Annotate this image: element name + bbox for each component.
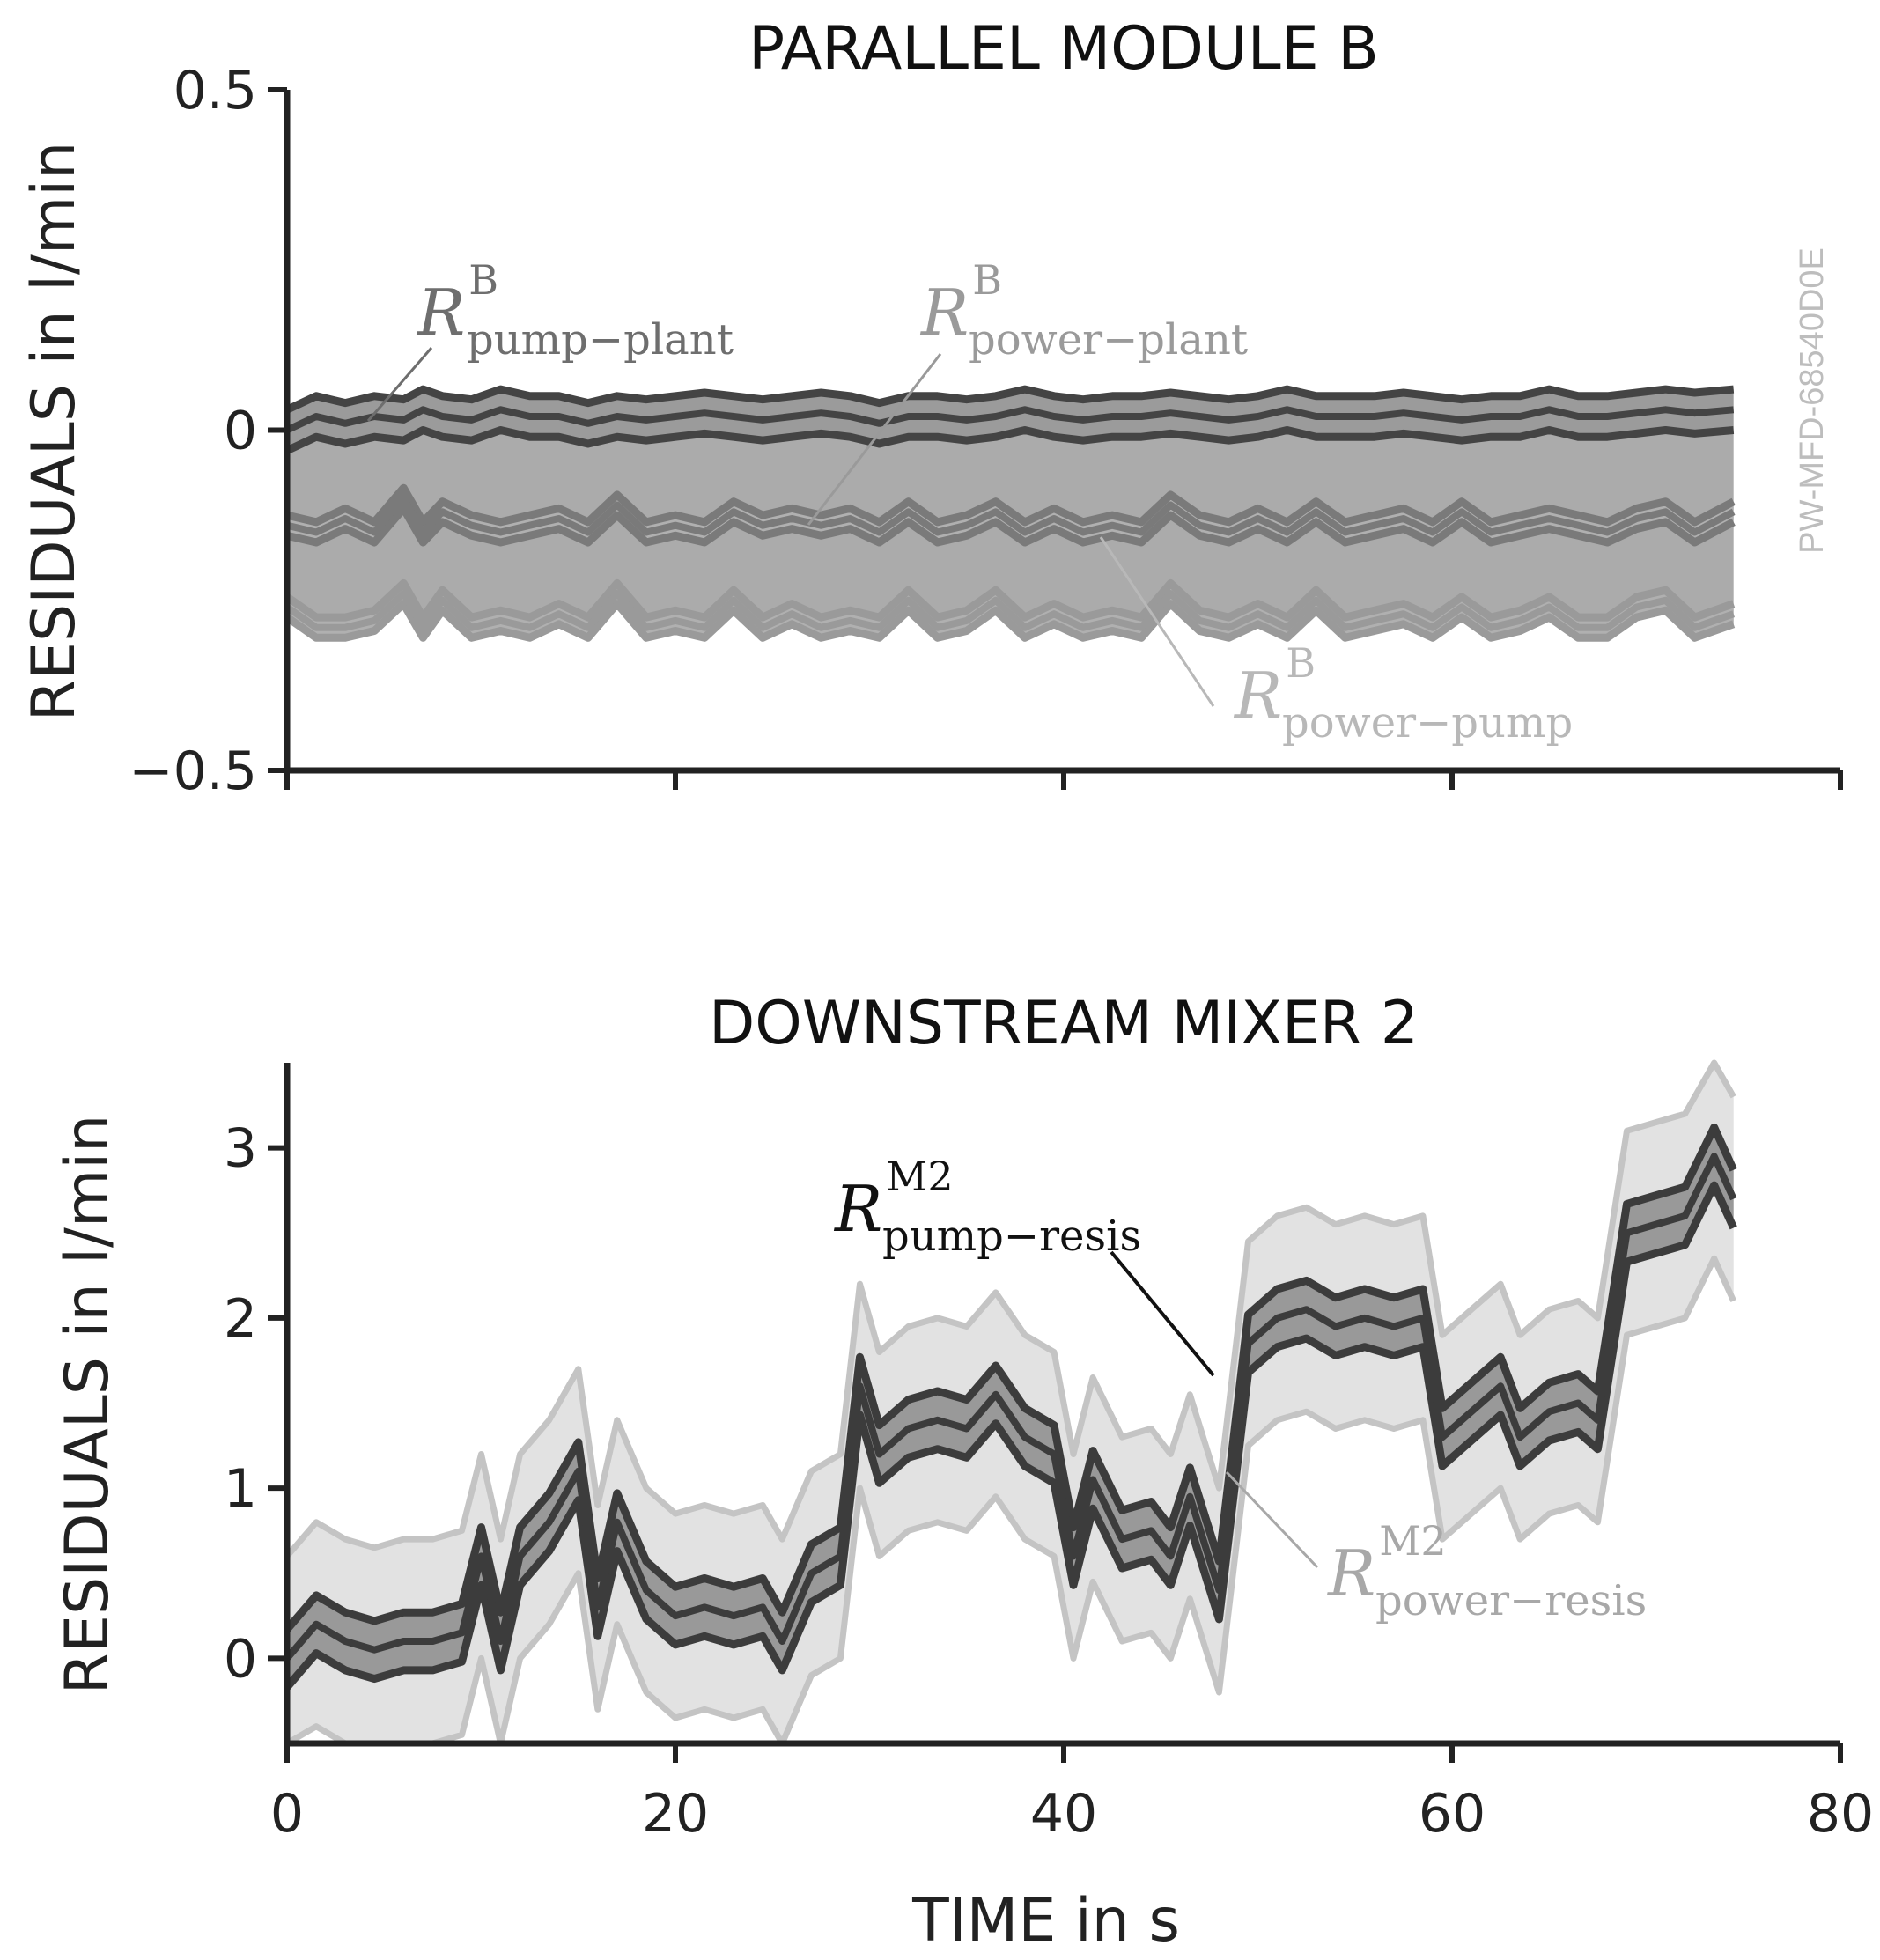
bottom-series-line-r-pump-resis <box>284 1153 1737 1661</box>
bottom-band-edge-upper-r-pump-resis <box>284 1123 1737 1632</box>
top-band-edge-lower-r-power-pump <box>284 600 1736 642</box>
bottom-plot-area <box>284 1059 1737 1747</box>
bottom-xtick-label: 20 <box>642 1783 709 1845</box>
bottom-ytick-label: 2 <box>224 1288 257 1350</box>
bottom-y-label: RESIDUALS in l/min <box>53 1115 122 1694</box>
watermark: PW-MFD-68540D0E <box>1794 247 1831 554</box>
label-pump-resis: RM2 pump−resis <box>833 1153 1141 1261</box>
top-ytick-label: 0 <box>224 401 257 462</box>
bottom-ticks: 0 1 2 3 0 20 40 60 80 <box>224 1118 1874 1845</box>
leader-power-plant <box>807 353 942 526</box>
top-y-label: RESIDUALS in l/min <box>19 142 89 721</box>
bottom-xtick-label: 40 <box>1030 1783 1097 1845</box>
top-ytick-label: 0.5 <box>173 60 257 122</box>
bottom-band-edge-lower-r-power-resis <box>285 1255 1736 1747</box>
top-band-edge-upper-r-power-pump <box>284 578 1736 622</box>
bottom-ytick-label: 0 <box>224 1628 257 1690</box>
bottom-xtick-label: 80 <box>1807 1783 1874 1845</box>
label-power-resis: RM2 power−resis <box>1326 1517 1647 1625</box>
label-pump-plant: RB pump−plant <box>416 256 734 365</box>
bottom-ytick-label: 3 <box>224 1118 257 1180</box>
leader-power-resis <box>1225 1470 1319 1569</box>
bottom-ytick-label: 1 <box>224 1458 257 1520</box>
bottom-band-r-pump-resis <box>287 1127 1734 1688</box>
top-band-edge-lower-r-power-plant <box>285 504 1736 547</box>
label-power-plant: RB power−plant <box>919 256 1248 365</box>
top-ticks: −0.5 0 0.5 <box>129 60 1843 802</box>
bottom-x-label: TIME in s <box>911 1886 1180 1956</box>
bottom-xtick-label: 0 <box>270 1783 304 1845</box>
bottom-band-edge-lower-r-pump-resis <box>284 1181 1737 1691</box>
top-band-edge-upper-r-power-plant <box>285 483 1736 527</box>
label-power-pump: RB power−pump <box>1233 639 1573 748</box>
top-band-edge-upper-r-pump-plant <box>285 385 1735 414</box>
bottom-xtick-label: 60 <box>1419 1783 1486 1845</box>
top-series-line-r-pump-plant <box>285 406 1735 434</box>
leader-power-pump <box>1099 536 1215 707</box>
leader-pump-resis <box>1110 1250 1215 1377</box>
top-plot-area <box>284 385 1736 642</box>
bottom-title: DOWNSTREAM MIXER 2 <box>709 989 1419 1058</box>
leader-pump-plant <box>366 347 433 422</box>
panel-parallel-module-b: −0.5 0 0.5 PARALLEL MODULE B RESIDUALS in … <box>19 14 1843 802</box>
top-series-line-r-power-plant <box>286 494 1736 536</box>
panel-downstream-mixer-2: 0 1 2 3 0 20 40 60 80 DOWNSTREAM MIXER 2 RESIDUA… <box>53 989 1874 1956</box>
top-series-line-r-power-pump <box>284 590 1736 631</box>
bottom-band-edge-upper-r-power-resis <box>284 1059 1736 1558</box>
top-band-edge-lower-r-pump-plant <box>285 426 1735 454</box>
top-title: PARALLEL MODULE B <box>748 14 1379 84</box>
top-ytick-label: −0.5 <box>129 741 257 802</box>
